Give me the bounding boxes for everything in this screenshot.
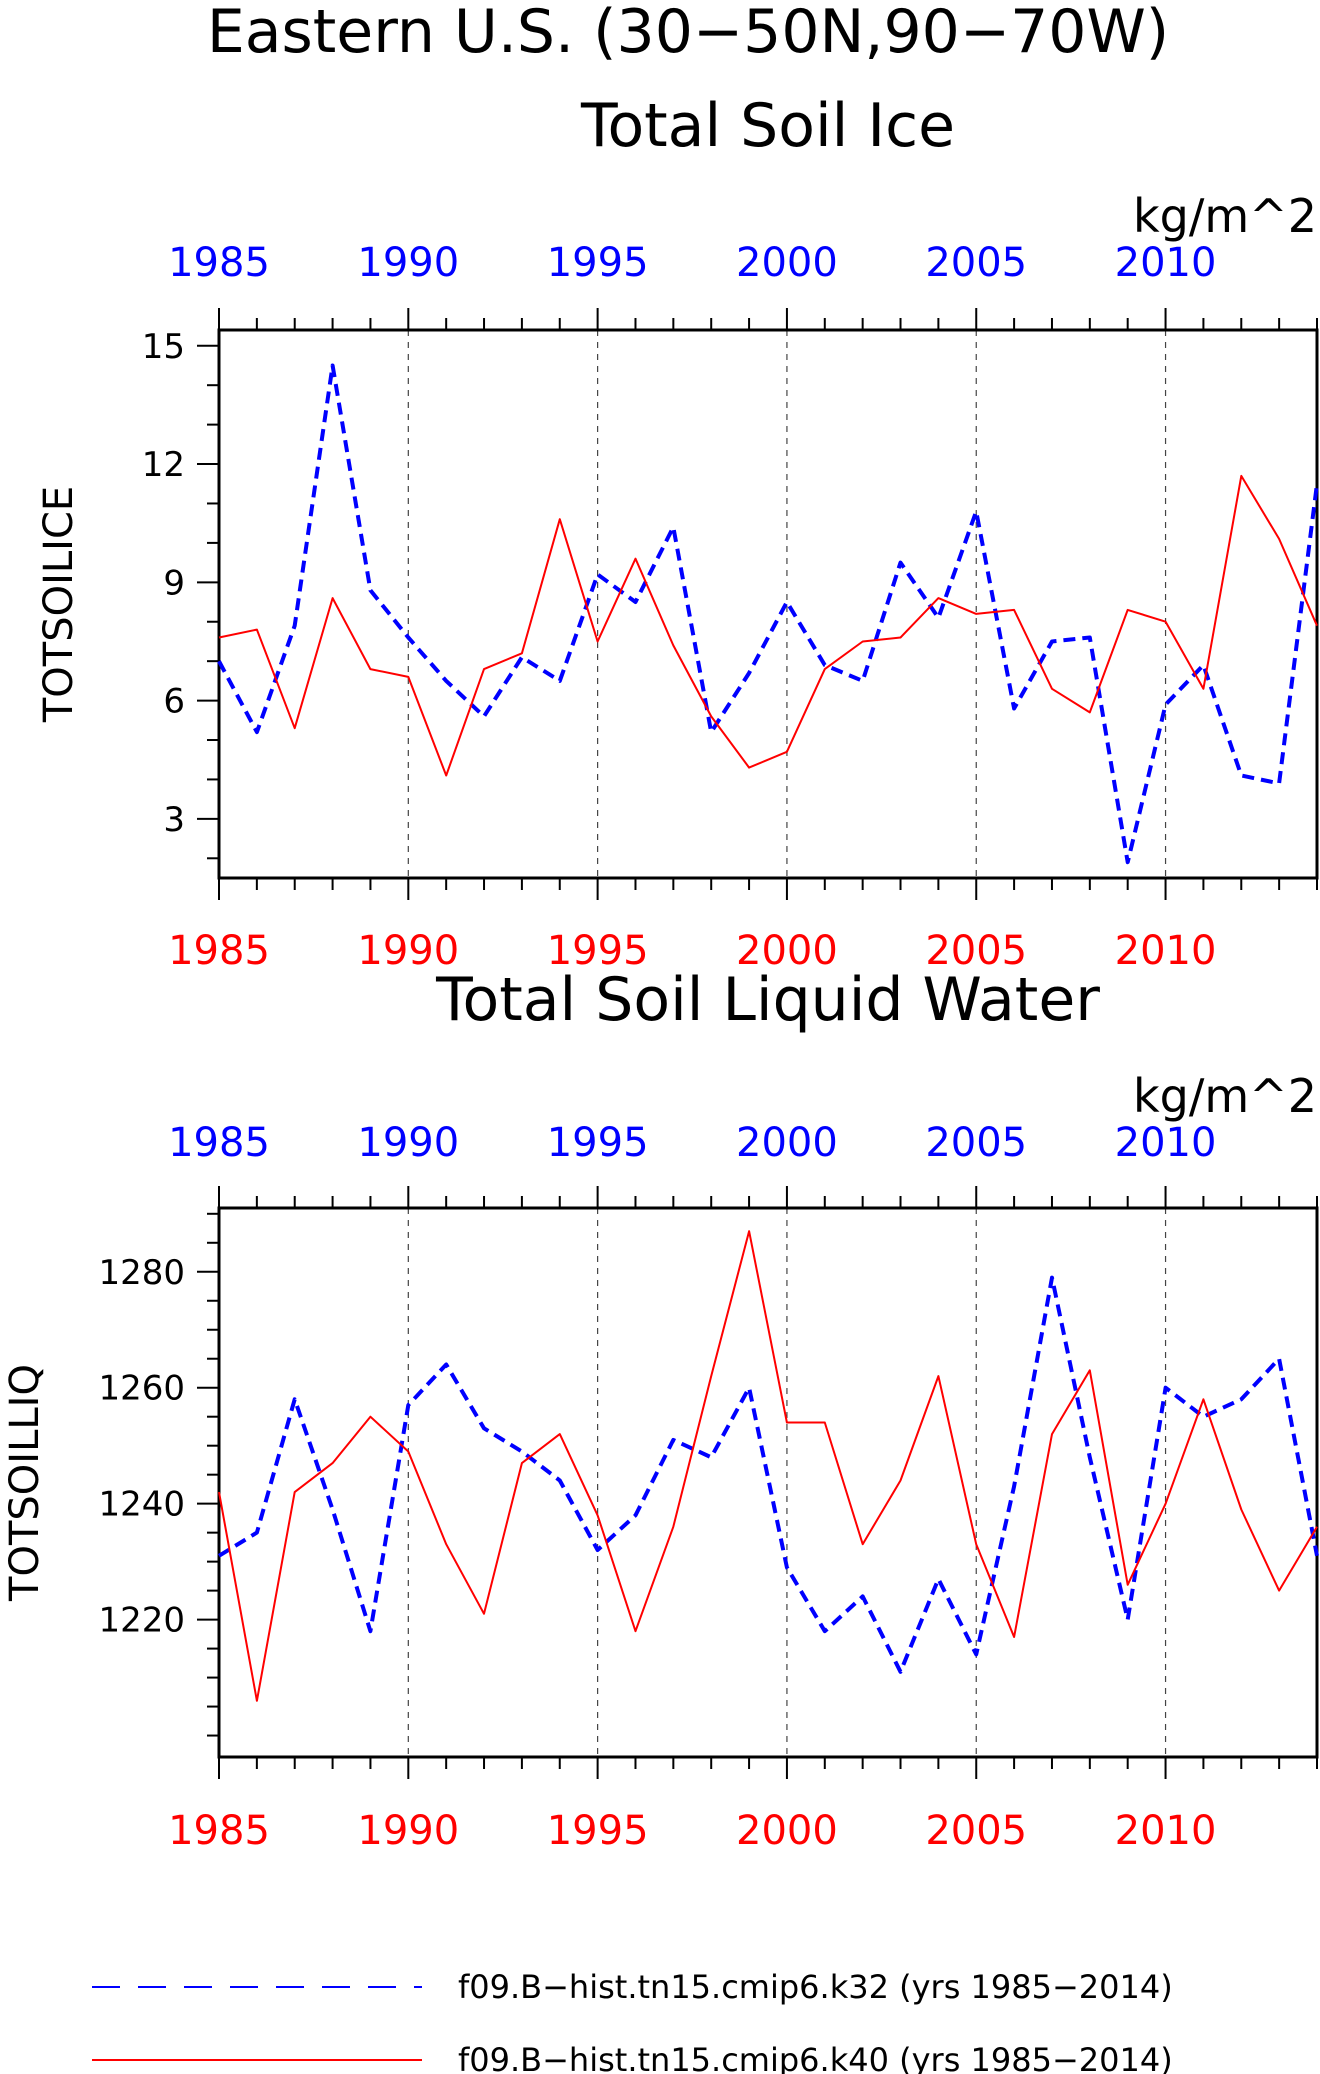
x-tick-label-top: 2000 xyxy=(736,240,838,286)
y-tick-label: 12 xyxy=(142,445,185,485)
x-tick-label-top: 2005 xyxy=(925,240,1027,286)
panel-2: Total Soil Liquid Water kg/m^2 1985 1985 199… xyxy=(2,965,1319,1854)
plot-frame xyxy=(217,1206,1319,1759)
x-tick-label-bottom: 2010 xyxy=(1115,1808,1217,1854)
x-tick-label-top: 2010 xyxy=(1115,1120,1217,1166)
panel-1: Total Soil Ice kg/m^2 1985 1985 1990 1990 1995… xyxy=(36,91,1319,974)
units-label: kg/m^2 xyxy=(1133,1069,1317,1123)
y-tick-label: 1240 xyxy=(98,1485,185,1525)
legend-label-k40: f09.B−hist.tn15.cmip6.k40 (yrs 1985−2014… xyxy=(458,2041,1173,2074)
x-tick-label-bottom: 2005 xyxy=(925,928,1027,974)
panel-title: Total Soil Ice xyxy=(580,91,955,161)
x-tick-label-top: 1990 xyxy=(357,1120,459,1166)
series-line-k40 xyxy=(218,474,1318,777)
units-label: kg/m^2 xyxy=(1133,189,1317,243)
figure-title: Eastern U.S. (30−50N,90−70W) xyxy=(207,0,1169,67)
legend: f09.B−hist.tn15.cmip6.k32 (yrs 1985−2014… xyxy=(92,1968,1173,2074)
x-tick-label-top: 1985 xyxy=(168,240,270,286)
y-tick-label: 1260 xyxy=(98,1369,185,1409)
legend-label-k32: f09.B−hist.tn15.cmip6.k32 (yrs 1985−2014… xyxy=(458,1968,1173,2006)
series-line-k32 xyxy=(217,363,1319,865)
x-tick-label-top: 2000 xyxy=(736,1120,838,1166)
y-tick-label: 1220 xyxy=(98,1601,185,1641)
x-tick-label-bottom: 1995 xyxy=(547,928,649,974)
y-axis-label: TOTSOILICE xyxy=(36,486,82,723)
x-tick-label-bottom: 1990 xyxy=(357,1808,459,1854)
x-tick-label-bottom: 1985 xyxy=(168,1808,270,1854)
x-tick-label-bottom: 2010 xyxy=(1115,928,1217,974)
y-axis-label: TOTSOILLIQ xyxy=(2,1364,48,1602)
x-tick-label-bottom: 2000 xyxy=(736,1808,838,1854)
series-line-k32 xyxy=(217,1275,1319,1674)
x-tick-label-top: 2010 xyxy=(1115,240,1217,286)
y-tick-label: 9 xyxy=(163,563,185,603)
x-tick-label-bottom: 2000 xyxy=(736,928,838,974)
panels: Total Soil Ice kg/m^2 1985 1985 1990 1990 1995… xyxy=(2,91,1319,1854)
y-tick-label: 6 xyxy=(163,682,185,722)
y-tick-label: 1280 xyxy=(98,1253,185,1293)
series-line-k40 xyxy=(218,1230,1318,1702)
y-tick-label: 15 xyxy=(142,327,185,367)
x-tick-label-top: 1990 xyxy=(357,240,459,286)
plot-frame xyxy=(217,328,1319,880)
x-tick-label-top: 1985 xyxy=(168,1120,270,1166)
x-tick-label-bottom: 1985 xyxy=(168,928,270,974)
x-tick-label-bottom: 1995 xyxy=(547,1808,649,1854)
x-tick-label-top: 2005 xyxy=(925,1120,1027,1166)
y-tick-label: 3 xyxy=(163,800,185,840)
x-tick-label-bottom: 2005 xyxy=(925,1808,1027,1854)
x-tick-label-bottom: 1990 xyxy=(357,928,459,974)
panel-title: Total Soil Liquid Water xyxy=(435,965,1100,1035)
x-tick-label-top: 1995 xyxy=(547,240,649,286)
x-tick-label-top: 1995 xyxy=(547,1120,649,1166)
